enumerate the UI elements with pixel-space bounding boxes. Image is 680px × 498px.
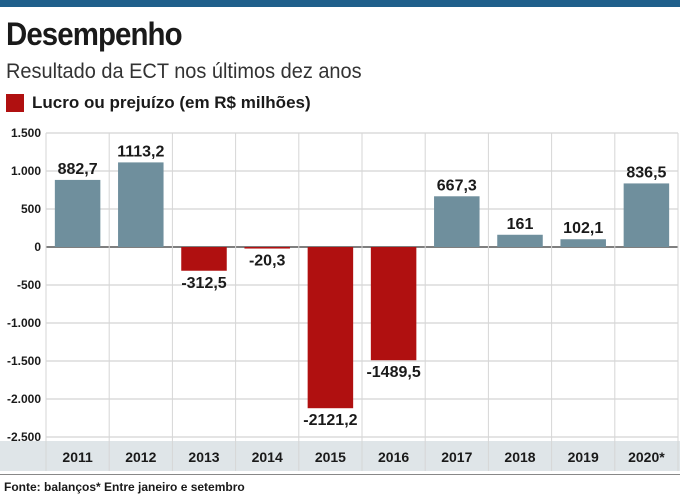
y-tick-label: -2.500 — [7, 430, 41, 444]
source-note: Fonte: balanços* Entre janeiro e setembr… — [4, 480, 245, 494]
value-label-2020*: 836,5 — [626, 164, 666, 181]
bar-2020* — [623, 183, 670, 247]
bar-2013 — [181, 247, 227, 271]
value-label-2017: 667,3 — [437, 177, 477, 194]
chart-subtitle: Resultado da ECT nos últimos dez anos — [6, 60, 362, 83]
y-tick-label: 0 — [34, 240, 41, 254]
x-tick-label-2014: 2014 — [252, 449, 283, 465]
y-tick-label: 500 — [21, 202, 41, 216]
bar-2016 — [370, 247, 417, 361]
bar-2019 — [560, 239, 606, 247]
x-tick-label-2016: 2016 — [378, 449, 409, 465]
x-axis-band — [0, 441, 680, 471]
value-label-2019: 102,1 — [563, 220, 603, 237]
legend-label: Lucro ou prejuízo (em R$ milhões) — [32, 93, 311, 112]
bar-2012 — [118, 162, 164, 247]
x-tick-label-2011: 2011 — [62, 449, 93, 465]
x-tick-label-2020*: 2020* — [628, 449, 665, 465]
bar-2014 — [244, 247, 290, 249]
top-accent-bar — [0, 0, 680, 7]
bar-2011 — [54, 179, 101, 247]
x-tick-label-2015: 2015 — [315, 449, 346, 465]
value-label-2015: -2121,2 — [303, 412, 357, 429]
value-label-2016: -1489,5 — [366, 364, 420, 381]
x-tick-label-2013: 2013 — [188, 449, 219, 465]
value-label-2011: 882,7 — [58, 161, 98, 178]
value-label-2013: -312,5 — [181, 275, 226, 292]
bar-2015 — [307, 247, 354, 409]
y-tick-label: -2.000 — [7, 392, 41, 406]
bar-chart: 1.500 1.000 500 0 -500 -1.000 -1.500 -2.000 -2.5… — [0, 126, 680, 471]
y-tick-label: -500 — [17, 278, 41, 292]
value-label-2012: 1113,2 — [117, 143, 164, 160]
legend-swatch — [6, 94, 24, 112]
x-tick-label-2018: 2018 — [504, 449, 535, 465]
bar-2018 — [497, 234, 543, 247]
x-tick-label-2017: 2017 — [441, 449, 472, 465]
legend: Lucro ou prejuízo (em R$ milhões) — [6, 92, 311, 114]
y-tick-label: -1.500 — [7, 354, 41, 368]
x-tick-label-2019: 2019 — [568, 449, 599, 465]
value-label-2014: -20,3 — [249, 253, 286, 270]
y-tick-label: -1.000 — [7, 316, 41, 330]
y-tick-label: 1.500 — [11, 126, 41, 140]
value-label-2018: 161 — [507, 216, 534, 233]
bar-2017 — [434, 196, 480, 247]
footer-divider — [0, 474, 680, 475]
chart-title: Desempenho — [6, 16, 183, 52]
x-tick-label-2012: 2012 — [125, 449, 156, 465]
y-tick-label: 1.000 — [11, 164, 41, 178]
